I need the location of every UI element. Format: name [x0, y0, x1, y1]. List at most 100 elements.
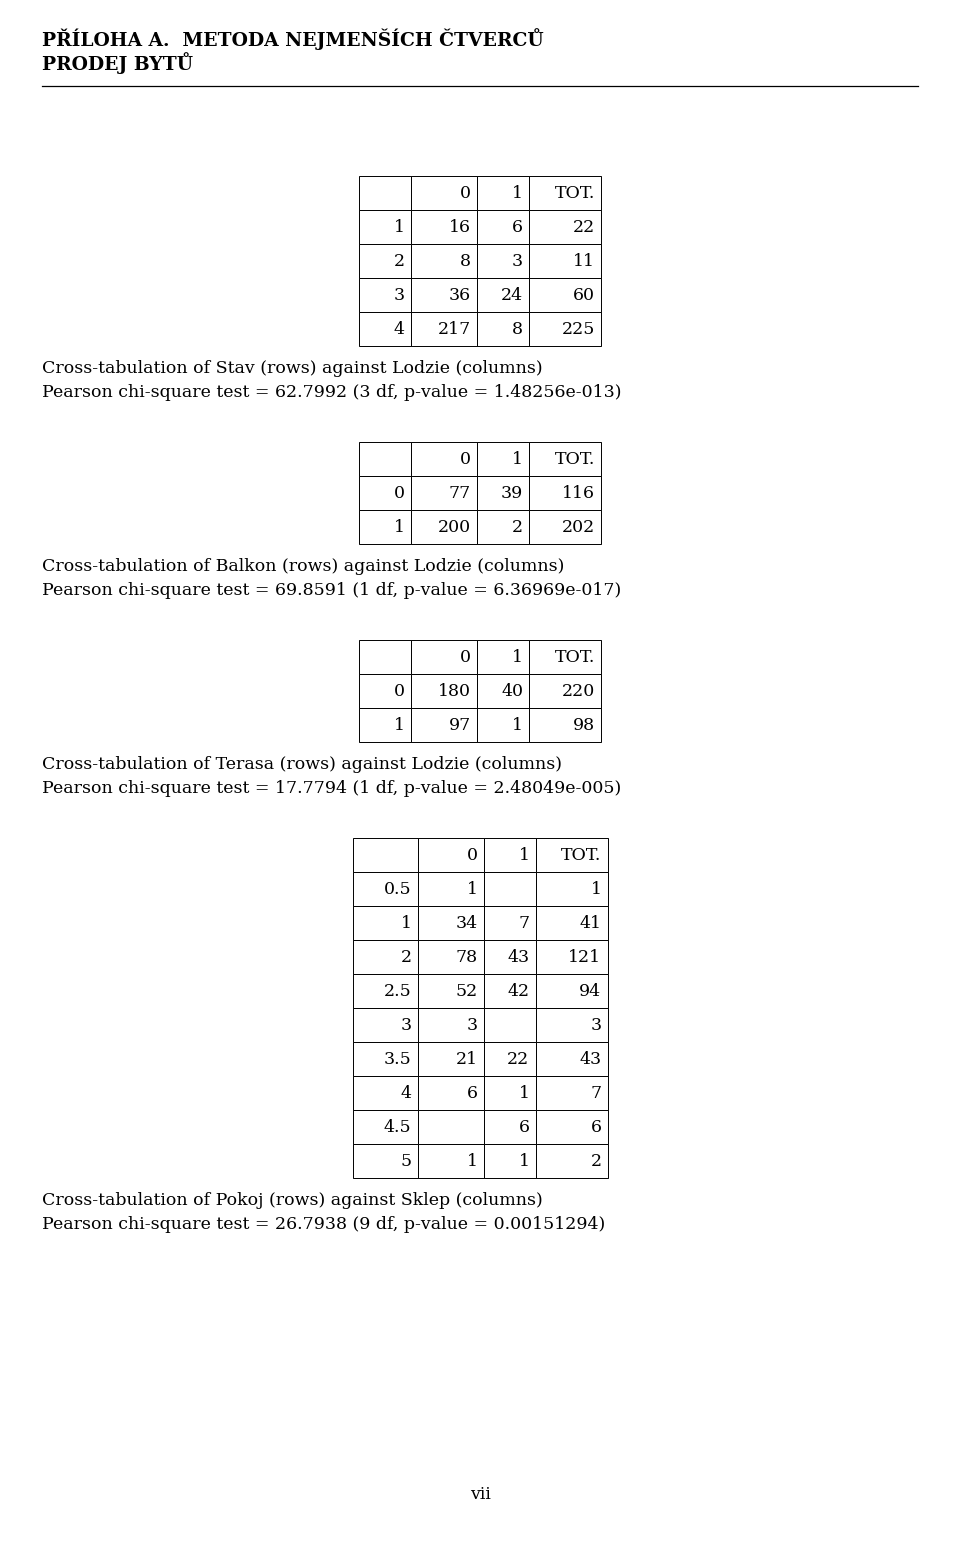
- Bar: [359, 442, 411, 476]
- Bar: [411, 311, 477, 347]
- Bar: [411, 640, 477, 673]
- Text: 0: 0: [467, 846, 477, 863]
- Text: 0: 0: [394, 683, 405, 700]
- Bar: [411, 243, 477, 277]
- Bar: [484, 1008, 536, 1042]
- Text: 42: 42: [508, 983, 530, 1000]
- Bar: [477, 510, 529, 544]
- Bar: [477, 277, 529, 311]
- Bar: [529, 442, 601, 476]
- Bar: [477, 243, 529, 277]
- Bar: [536, 1076, 608, 1110]
- Bar: [536, 838, 608, 872]
- Bar: [352, 974, 418, 1008]
- Text: 52: 52: [455, 983, 477, 1000]
- Text: TOT.: TOT.: [555, 649, 595, 666]
- Bar: [484, 1110, 536, 1143]
- Bar: [411, 673, 477, 707]
- Bar: [359, 243, 411, 277]
- Text: 1: 1: [518, 846, 530, 863]
- Bar: [352, 1110, 418, 1143]
- Text: 1: 1: [394, 518, 405, 536]
- Text: 3: 3: [400, 1017, 412, 1034]
- Text: 225: 225: [562, 321, 595, 337]
- Bar: [484, 1143, 536, 1177]
- Bar: [484, 1042, 536, 1076]
- Bar: [484, 940, 536, 974]
- Bar: [477, 707, 529, 743]
- Bar: [418, 1110, 484, 1143]
- Text: 11: 11: [573, 253, 595, 270]
- Bar: [484, 872, 536, 906]
- Bar: [484, 906, 536, 940]
- Text: 1: 1: [400, 914, 412, 931]
- Text: 40: 40: [501, 683, 523, 700]
- Bar: [418, 906, 484, 940]
- Text: 0: 0: [460, 450, 471, 467]
- Bar: [418, 1042, 484, 1076]
- Text: 1: 1: [512, 649, 523, 666]
- Text: 2: 2: [400, 949, 412, 966]
- Text: TOT.: TOT.: [562, 846, 602, 863]
- Bar: [352, 1076, 418, 1110]
- Text: 3.5: 3.5: [384, 1051, 412, 1068]
- Text: 43: 43: [508, 949, 530, 966]
- Text: Cross-tabulation of Balkon (rows) against Lodzie (columns): Cross-tabulation of Balkon (rows) agains…: [42, 558, 564, 575]
- Text: 94: 94: [580, 983, 602, 1000]
- Bar: [529, 277, 601, 311]
- Bar: [411, 476, 477, 510]
- Text: Cross-tabulation of Terasa (rows) against Lodzie (columns): Cross-tabulation of Terasa (rows) agains…: [42, 757, 562, 774]
- Text: TOT.: TOT.: [555, 185, 595, 202]
- Bar: [477, 640, 529, 673]
- Text: 1: 1: [467, 1153, 477, 1170]
- Text: 0: 0: [460, 185, 471, 202]
- Text: 77: 77: [448, 484, 471, 501]
- Bar: [477, 476, 529, 510]
- Text: 1: 1: [512, 717, 523, 734]
- Bar: [359, 510, 411, 544]
- Text: 3: 3: [394, 287, 405, 304]
- Bar: [352, 1042, 418, 1076]
- Text: 0: 0: [460, 649, 471, 666]
- Text: 39: 39: [501, 484, 523, 501]
- Bar: [352, 940, 418, 974]
- Text: 6: 6: [467, 1085, 477, 1102]
- Bar: [536, 1008, 608, 1042]
- Bar: [411, 277, 477, 311]
- Text: 21: 21: [455, 1051, 477, 1068]
- Text: 0.5: 0.5: [384, 880, 412, 897]
- Bar: [536, 872, 608, 906]
- Text: Pearson chi-square test = 26.7938 (9 df, p-value = 0.00151294): Pearson chi-square test = 26.7938 (9 df,…: [42, 1216, 605, 1233]
- Bar: [536, 1110, 608, 1143]
- Bar: [359, 277, 411, 311]
- Text: 22: 22: [507, 1051, 530, 1068]
- Text: 116: 116: [562, 484, 595, 501]
- Text: 97: 97: [448, 717, 471, 734]
- Text: 22: 22: [573, 219, 595, 236]
- Text: 43: 43: [580, 1051, 602, 1068]
- Bar: [352, 906, 418, 940]
- Text: 78: 78: [455, 949, 477, 966]
- Bar: [418, 1008, 484, 1042]
- Text: 3: 3: [590, 1017, 602, 1034]
- Text: 180: 180: [438, 683, 471, 700]
- Bar: [529, 510, 601, 544]
- Text: 1: 1: [590, 880, 602, 897]
- Bar: [536, 940, 608, 974]
- Bar: [359, 476, 411, 510]
- Bar: [477, 210, 529, 243]
- Bar: [536, 1042, 608, 1076]
- Bar: [352, 872, 418, 906]
- Text: 2: 2: [394, 253, 405, 270]
- Bar: [411, 176, 477, 210]
- Bar: [359, 311, 411, 347]
- Text: 8: 8: [460, 253, 471, 270]
- Bar: [484, 1076, 536, 1110]
- Text: 2: 2: [590, 1153, 602, 1170]
- Text: 24: 24: [501, 287, 523, 304]
- Bar: [411, 210, 477, 243]
- Bar: [477, 176, 529, 210]
- Bar: [536, 906, 608, 940]
- Text: vii: vii: [469, 1486, 491, 1502]
- Bar: [536, 1143, 608, 1177]
